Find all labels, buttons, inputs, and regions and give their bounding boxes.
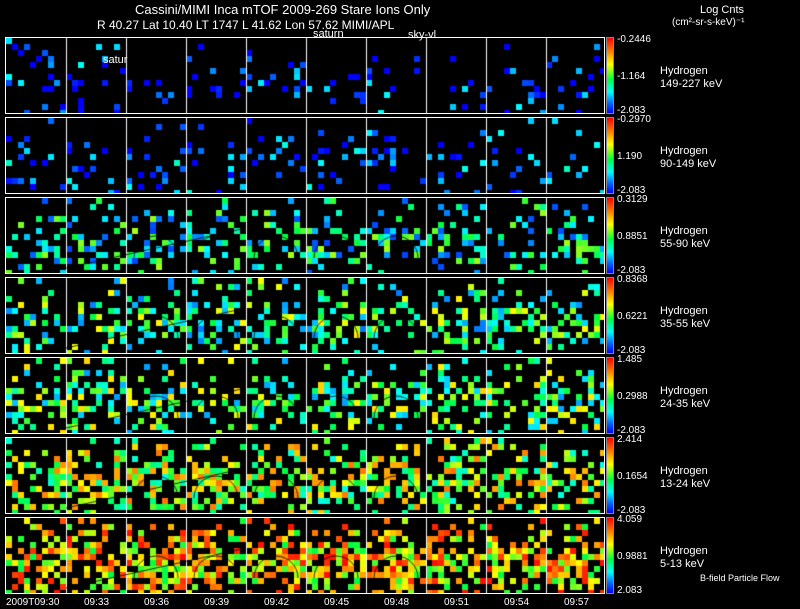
colorbar (606, 277, 614, 354)
colorbar-max: -0.2970 (617, 114, 651, 125)
species-name: Hydrogen (660, 65, 708, 77)
energy-range: 24-35 keV (660, 398, 711, 410)
species-name: Hydrogen (660, 145, 708, 157)
colorbar-max: 2.414 (617, 434, 643, 445)
time-tick: 09:39 (204, 597, 230, 608)
spectrogram-panel (5, 37, 605, 114)
colorbar-mid: 0.9881 (617, 551, 648, 562)
species-name: Hydrogen (660, 465, 708, 477)
spectrogram-panel (5, 277, 605, 354)
time-tick: 09:51 (444, 597, 470, 608)
colorbar-max: 4.059 (617, 514, 643, 525)
spectrogram-image (6, 358, 604, 433)
time-tick: 09:45 (324, 597, 350, 608)
colorbar (606, 437, 614, 514)
colorbar-mid: 0.2988 (617, 391, 648, 402)
energy-range: 5-13 keV (660, 558, 705, 570)
spectrogram-panel (5, 197, 605, 274)
spectrogram-panel (5, 117, 605, 194)
colorbar-max: 0.3129 (617, 194, 648, 205)
species-label: Hydrogen 55-90 keV (660, 225, 710, 251)
bfield-note: B-field Particle Flow (700, 573, 780, 583)
spectrogram-image (6, 278, 604, 353)
spectrogram-image (6, 438, 604, 513)
saturn-label: satur (103, 54, 128, 66)
species-label: Hydrogen 90-149 keV (660, 145, 716, 171)
energy-range: 149-227 keV (660, 78, 723, 90)
energy-range: 55-90 keV (660, 238, 711, 250)
energy-range: 35-55 keV (660, 318, 711, 330)
species-label: Hydrogen 24-35 keV (660, 385, 710, 411)
species-label: Hydrogen 5-13 keV (660, 545, 708, 571)
colorbar-mid: -1.164 (617, 71, 646, 82)
energy-range: 13-24 keV (660, 478, 711, 490)
energy-range: 90-149 keV (660, 158, 717, 170)
time-tick: 09:54 (504, 597, 530, 608)
colorbar (606, 197, 614, 274)
colorbar-mid: 0.6221 (617, 311, 648, 322)
colorbar-mid: 0.8851 (617, 231, 648, 242)
colorbar-min: -2.083 (617, 505, 646, 516)
species-name: Hydrogen (660, 225, 708, 237)
species-name: Hydrogen (660, 545, 708, 557)
colorbar-min: -2.083 (617, 425, 646, 436)
species-name: Hydrogen (660, 305, 708, 317)
species-label: Hydrogen 149-227 keV (660, 65, 722, 91)
spectrogram-panel (5, 357, 605, 434)
colorbar-min: 2.083 (617, 585, 643, 596)
colorbar-mid: 0.1654 (617, 471, 648, 482)
species-label: Hydrogen 35-55 keV (660, 305, 710, 331)
spectrogram-panel (5, 517, 605, 594)
spectrogram-image (6, 38, 604, 113)
saturn-label-2: saturn (313, 28, 344, 40)
spectrogram-image (6, 198, 604, 273)
spectrogram-image (6, 118, 604, 193)
spectrogram-panel (5, 437, 605, 514)
colorbar-min: -2.083 (617, 345, 646, 356)
time-tick: 09:33 (84, 597, 110, 608)
chart-title: Cassini/MIMI Inca mTOF 2009-269 Stare Io… (135, 2, 431, 17)
colorbar (606, 117, 614, 194)
time-tick: 09:57 (564, 597, 590, 608)
time-tick: 09:42 (264, 597, 290, 608)
colorbar-min: -2.083 (617, 265, 646, 276)
colorbar (606, 517, 614, 594)
time-tick: 09:48 (384, 597, 410, 608)
time-tick: 09:36 (144, 597, 170, 608)
time-tick: 2009T09:30 (6, 597, 60, 608)
species-name: Hydrogen (660, 385, 708, 397)
colorbar-mid: 1.190 (617, 151, 643, 162)
sky-label: sky-vl (408, 29, 437, 41)
orbit-info: R 40.27 Lat 10.40 LT 1747 L 41.62 Lon 57… (97, 18, 395, 32)
colorbar (606, 357, 614, 434)
colorbar (606, 37, 614, 114)
species-label: Hydrogen 13-24 keV (660, 465, 710, 491)
colorbar-max: 0.8368 (617, 274, 648, 285)
units-label: Log Cnts (700, 4, 745, 16)
spectrogram-image (6, 518, 604, 593)
colorbar-min: -2.083 (617, 105, 646, 116)
units-sub-label: (cm²-sr-s-keV)⁻¹ (672, 17, 745, 28)
colorbar-min: -2.083 (617, 185, 646, 196)
colorbar-max: 1.485 (617, 354, 643, 365)
colorbar-max: -0.2446 (617, 34, 651, 45)
